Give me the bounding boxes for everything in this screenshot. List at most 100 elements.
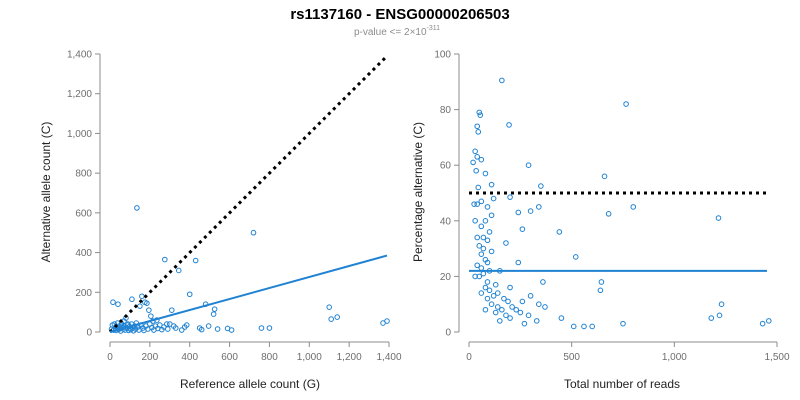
left-data-point [192,257,199,264]
left-data-point [164,326,171,332]
right-data-point [589,323,596,330]
left-x-tick-label: 1,200 [337,352,362,363]
right-data-point [492,281,499,288]
left-data-point [384,318,390,324]
subtitle-exponent: -311 [427,25,441,32]
right-data-point [494,304,501,310]
right-data-point [478,251,485,257]
right-data-point [472,218,478,224]
right-data-point [503,312,509,319]
right-data-point [558,315,565,321]
left-data-point [175,267,182,274]
right-data-point [474,154,481,160]
right-y-tick-label: 40 [440,216,452,227]
right-data-point [477,112,484,118]
left-y-axis-title: Alternative allele count (C) [39,122,53,263]
left-x-tick-label: 200 [142,352,159,363]
right-data-point [515,259,522,266]
chart-title: rs1137160 - ENSG00000206503 [290,6,509,23]
right-data-point [716,312,723,319]
right-data-point [484,259,491,266]
right-data-point [499,77,505,84]
right-data-point [488,212,495,219]
right-data-point [471,201,477,207]
left-data-point [334,314,340,320]
right-data-point [470,159,476,166]
left-x-tick-label: 1,000 [297,352,322,363]
left-data-point [211,306,218,312]
right-data-point [630,204,637,210]
right-data-point [484,237,491,244]
left-data-point [258,325,265,331]
right-data-point [597,287,604,294]
right-data-point [476,243,483,249]
right-data-point [474,234,481,241]
right-data-point [476,109,483,116]
left-y-tick-label: 400 [75,248,92,259]
left-x-tick-label: 800 [261,352,278,363]
right-scatter-panel: Total number of reads Percentage alterna… [411,50,790,392]
right-data-point [623,101,629,107]
right-y-tick-label: 0 [445,328,451,339]
left-y-tick-label: 600 [75,208,92,219]
right-data-point [620,320,626,327]
right-data-point [492,309,499,316]
right-data-point [486,229,493,235]
right-data-point [484,279,491,285]
left-data-point [163,321,170,327]
left-data-point [186,291,193,298]
right-data-point [538,183,544,189]
left-y-tick-label: 1,000 [67,129,92,140]
right-data-point [474,123,481,130]
right-data-point [478,265,485,271]
left-data-point [114,320,121,326]
left-data-point [250,229,257,236]
left-data-point [205,323,212,329]
right-data-point [542,304,548,310]
left-data-point [172,325,179,331]
right-data-point [505,298,511,305]
right-data-point [581,323,587,330]
left-y-tick-label: 0 [86,328,92,339]
right-y-tick-label: 80 [440,105,452,116]
right-data-point [509,304,515,310]
chart-subtitle: p-value <= 2×10-311 [354,25,440,38]
right-data-point [572,254,579,260]
left-scatter-panel: Reference allele count (G) Alternative a… [39,50,402,392]
right-data-point [525,162,532,168]
right-data-point [488,181,495,188]
right-data-point [517,309,524,316]
right-data-point [480,245,487,252]
left-data-point [162,256,168,263]
right-data-point [708,315,715,321]
right-y-axis-title: Percentage alternative (C) [411,122,425,262]
left-data-point [183,322,190,328]
right-data-point [475,184,482,191]
right-data-point [474,262,481,269]
left-data-point [134,205,140,211]
right-data-point [482,170,489,177]
left-data-point [146,307,152,313]
right-data-point [482,284,489,291]
right-data-point [507,284,513,291]
right-data-point [527,208,534,214]
right-data-point [478,290,485,296]
left-data-point [328,316,335,322]
right-data-point [490,293,497,299]
right-data-point [472,273,478,280]
right-data-point [536,204,542,210]
right-x-tick-label: 0 [466,352,472,363]
right-data-point [488,301,495,308]
right-data-point [482,306,489,313]
right-data-point [478,198,485,205]
right-data-point [478,223,485,230]
right-data-point [480,234,487,241]
left-data-point [139,293,145,300]
left-data-point [148,313,154,319]
right-data-point [488,248,495,255]
right-data-point [536,301,542,308]
right-y-tick-label: 60 [440,161,452,172]
right-data-point [506,122,512,128]
right-data-point [598,279,605,285]
right-data-point [718,301,725,308]
